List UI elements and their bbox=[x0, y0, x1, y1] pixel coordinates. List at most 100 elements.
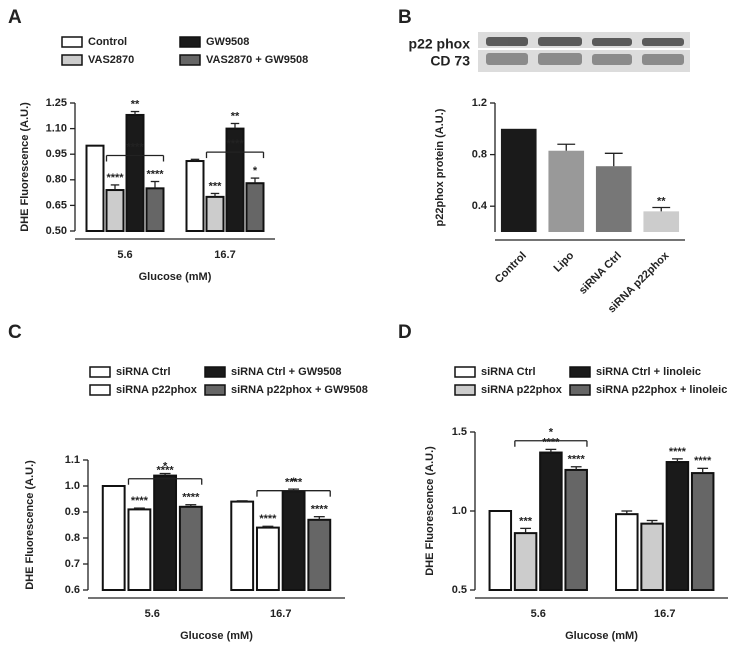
y-axis-label: DHE Fluorescence (A.U.) bbox=[24, 460, 36, 590]
legend-label: siRNA p22phox bbox=[116, 384, 198, 396]
legend-label: siRNA Ctrl bbox=[116, 366, 171, 378]
significance: ** bbox=[131, 98, 140, 110]
x-tick-label: Control bbox=[493, 250, 529, 286]
x-axis-label: Glucose (mM) bbox=[180, 630, 253, 642]
legend-swatch bbox=[569, 366, 591, 378]
y-tick-label: 0.9 bbox=[65, 506, 80, 518]
y-tick-label: 1.5 bbox=[452, 426, 467, 438]
legend-swatch bbox=[179, 54, 201, 66]
bar bbox=[178, 505, 203, 591]
y-tick-label: 0.6 bbox=[65, 584, 80, 596]
legend-label: siRNA Ctrl bbox=[481, 366, 536, 378]
significance: ** bbox=[231, 110, 240, 122]
panel-label: B bbox=[398, 7, 412, 28]
bar bbox=[643, 211, 680, 232]
bracket-label: **** bbox=[126, 141, 144, 153]
y-tick-label: 1.1 bbox=[65, 454, 80, 466]
y-axis-label: DHE Fluorescence (A.U.) bbox=[19, 102, 31, 232]
y-tick-label: 0.4 bbox=[472, 200, 488, 212]
x-tick-label: Lipo bbox=[552, 249, 577, 274]
legend-label: siRNA p22phox bbox=[481, 384, 563, 396]
bar bbox=[85, 144, 105, 233]
bar bbox=[690, 472, 715, 591]
significance: **** bbox=[259, 513, 277, 525]
significance: **** bbox=[182, 492, 200, 504]
bar bbox=[307, 518, 332, 591]
y-tick-label: 0.50 bbox=[46, 225, 67, 237]
significance: **** bbox=[131, 495, 149, 507]
significance: ** bbox=[657, 195, 666, 207]
blot-label: CD 73 bbox=[430, 53, 470, 69]
bar bbox=[595, 166, 632, 232]
legend-swatch bbox=[454, 384, 476, 396]
significance: * bbox=[163, 460, 168, 472]
significance: **** bbox=[568, 454, 586, 466]
bracket-label: * bbox=[549, 427, 554, 439]
x-tick-label: 5.6 bbox=[531, 608, 546, 620]
bar bbox=[255, 526, 280, 591]
x-tick-label: 16.7 bbox=[214, 249, 235, 261]
significance: * bbox=[253, 165, 258, 177]
bracket-label: **** bbox=[226, 138, 244, 150]
legend-label: siRNA Ctrl + GW9508 bbox=[231, 366, 342, 378]
legend-label: siRNA p22phox + linoleic bbox=[596, 384, 727, 396]
legend-label: VAS2870 + GW9508 bbox=[206, 54, 308, 66]
x-tick-label: 5.6 bbox=[145, 608, 160, 620]
bar bbox=[513, 532, 538, 591]
significance: **** bbox=[146, 168, 164, 180]
legend-swatch bbox=[204, 366, 226, 378]
bracket-label: **** bbox=[157, 465, 175, 477]
y-tick-label: 0.95 bbox=[46, 148, 67, 160]
significance: *** bbox=[519, 515, 533, 527]
bar bbox=[101, 485, 126, 591]
legend-swatch bbox=[569, 384, 591, 396]
bar bbox=[539, 451, 563, 592]
blot-bands-cd73 bbox=[486, 53, 684, 65]
significance: * bbox=[291, 476, 296, 488]
significance: **** bbox=[669, 446, 687, 458]
bar bbox=[640, 522, 664, 592]
y-tick-label: 1.0 bbox=[452, 505, 467, 517]
y-axis-label: p22phox protein (A.U.) bbox=[434, 108, 446, 226]
significance: **** bbox=[106, 172, 124, 184]
bar bbox=[500, 128, 537, 232]
y-tick-label: 0.8 bbox=[472, 149, 487, 161]
bar bbox=[488, 510, 513, 591]
bar bbox=[548, 150, 585, 232]
legend-swatch bbox=[454, 366, 476, 378]
blot-label: p22 phox bbox=[409, 36, 471, 52]
significance: **** bbox=[542, 436, 560, 448]
bracket-label: **** bbox=[285, 477, 303, 489]
legend-label: Control bbox=[88, 36, 127, 48]
bar bbox=[185, 160, 205, 233]
legend-swatch bbox=[61, 36, 83, 48]
y-tick-label: 1.25 bbox=[46, 97, 67, 109]
legend-label: siRNA p22phox + GW9508 bbox=[231, 384, 368, 396]
bar bbox=[125, 113, 145, 232]
panel-label: D bbox=[398, 322, 412, 343]
legend-swatch bbox=[179, 36, 201, 48]
y-tick-label: 1.10 bbox=[46, 123, 67, 135]
y-tick-label: 0.8 bbox=[65, 532, 80, 544]
legend-swatch bbox=[204, 384, 226, 396]
y-tick-label: 1.0 bbox=[65, 480, 80, 492]
bar bbox=[564, 468, 588, 592]
bar bbox=[615, 513, 639, 591]
bar bbox=[245, 182, 265, 232]
y-tick-label: 0.5 bbox=[452, 584, 467, 596]
legend-label: siRNA Ctrl + linoleic bbox=[596, 366, 701, 378]
significance: **** bbox=[694, 455, 712, 467]
bar bbox=[230, 500, 255, 592]
bar bbox=[205, 195, 225, 233]
x-axis-label: Glucose (mM) bbox=[139, 271, 212, 283]
x-tick-label: siRNA Ctrl bbox=[577, 250, 624, 297]
x-tick-label: 16.7 bbox=[270, 608, 291, 620]
significance: **** bbox=[311, 504, 329, 516]
bar bbox=[281, 490, 306, 592]
legend-swatch bbox=[61, 54, 83, 66]
blot-bands-p22 bbox=[486, 37, 684, 46]
bar bbox=[665, 461, 690, 591]
y-tick-label: 0.7 bbox=[65, 558, 80, 570]
bar bbox=[153, 474, 178, 592]
bar bbox=[127, 508, 152, 591]
